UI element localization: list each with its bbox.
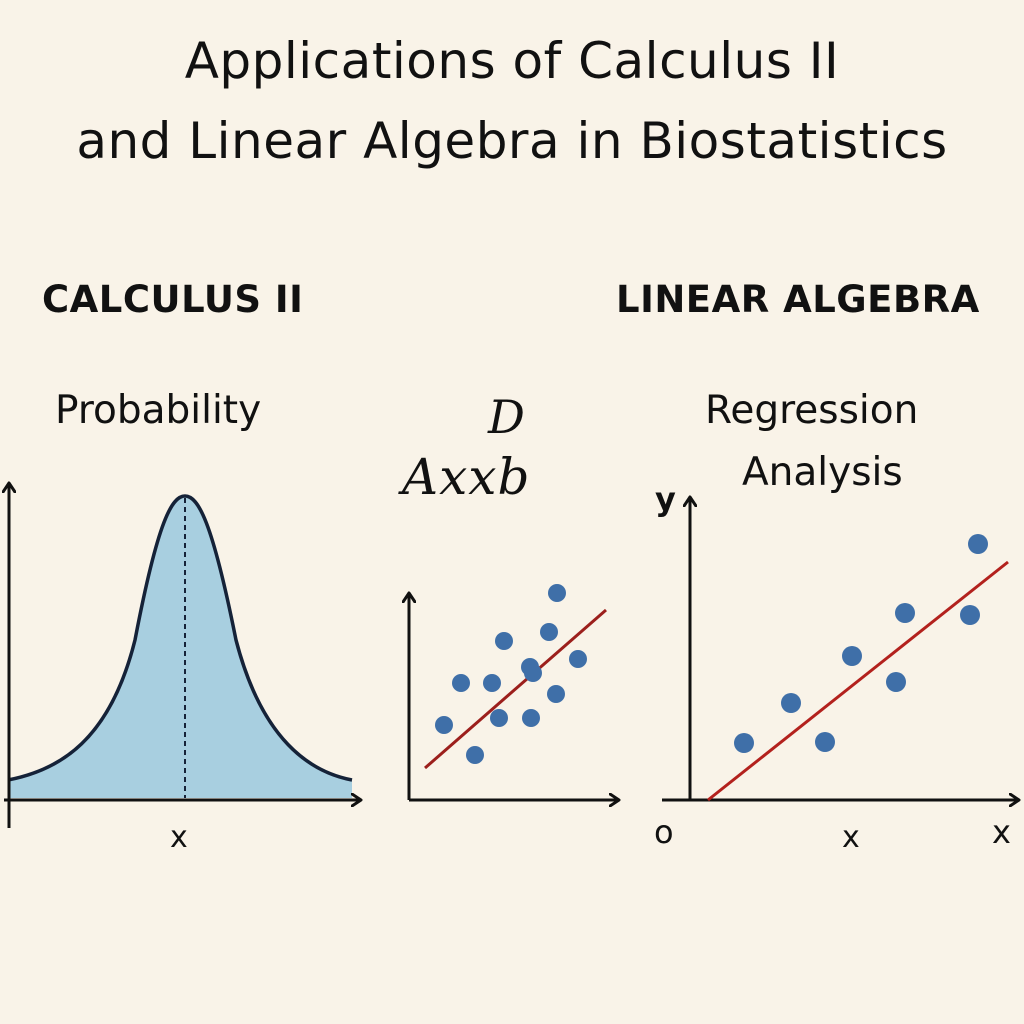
scatter-point	[435, 716, 453, 734]
linear-algebra-section-title: LINEAR ALGEBRA	[616, 278, 980, 321]
regression-point	[960, 605, 980, 625]
scatter-point	[452, 674, 470, 692]
scatter-point	[547, 685, 565, 703]
scatter-point	[540, 623, 558, 641]
normal-curve-line	[7, 494, 353, 782]
scatter-point	[490, 709, 508, 727]
scatter-point	[524, 664, 542, 682]
regression-point	[842, 646, 862, 666]
regression-point	[781, 693, 801, 713]
regression-x-label-end: x	[992, 813, 1011, 851]
regression-label-line2: Analysis	[742, 450, 903, 495]
scatter-point	[483, 674, 501, 692]
regression-point	[968, 534, 988, 554]
regression-x-label-mid: x	[842, 820, 860, 855]
normal-x-axis-label: x	[170, 820, 188, 855]
d-symbol: D	[488, 390, 525, 444]
regression-points	[734, 534, 988, 753]
calculus-section-title: CALCULUS II	[42, 278, 304, 321]
regression-label-line1: Regression	[705, 388, 919, 433]
regression-origin-label: o	[654, 813, 674, 851]
regression-point	[886, 672, 906, 692]
small-scatter-trend-line	[424, 608, 607, 770]
regression-point	[895, 603, 915, 623]
small-scatter-points	[435, 584, 587, 764]
normal-curve-area	[8, 496, 352, 798]
regression-line	[707, 560, 1009, 802]
title-line-1: Applications of Calculus II	[184, 32, 840, 90]
regression-point	[815, 732, 835, 752]
title-line-2: and Linear Algebra in Biostatistics	[76, 112, 948, 170]
scatter-point	[466, 746, 484, 764]
regression-point	[734, 733, 754, 753]
scatter-point	[548, 584, 566, 602]
scatter-point	[569, 650, 587, 668]
scatter-point	[522, 709, 540, 727]
matrix-equation: Axxb	[402, 448, 531, 506]
scatter-point	[495, 632, 513, 650]
probability-label: Probability	[55, 388, 262, 433]
regression-y-axis-label: y	[655, 480, 676, 518]
